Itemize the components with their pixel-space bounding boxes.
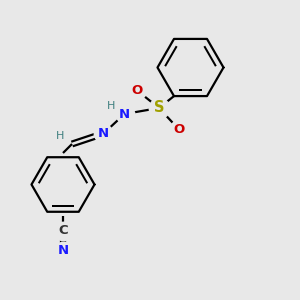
Text: O: O xyxy=(131,83,142,97)
Text: H: H xyxy=(56,130,64,141)
Text: C: C xyxy=(58,224,68,238)
Text: O: O xyxy=(173,122,184,136)
Text: N: N xyxy=(119,107,130,121)
Text: H: H xyxy=(107,100,115,111)
Text: N: N xyxy=(57,244,69,257)
Text: N: N xyxy=(98,127,109,140)
Text: S: S xyxy=(154,100,164,116)
